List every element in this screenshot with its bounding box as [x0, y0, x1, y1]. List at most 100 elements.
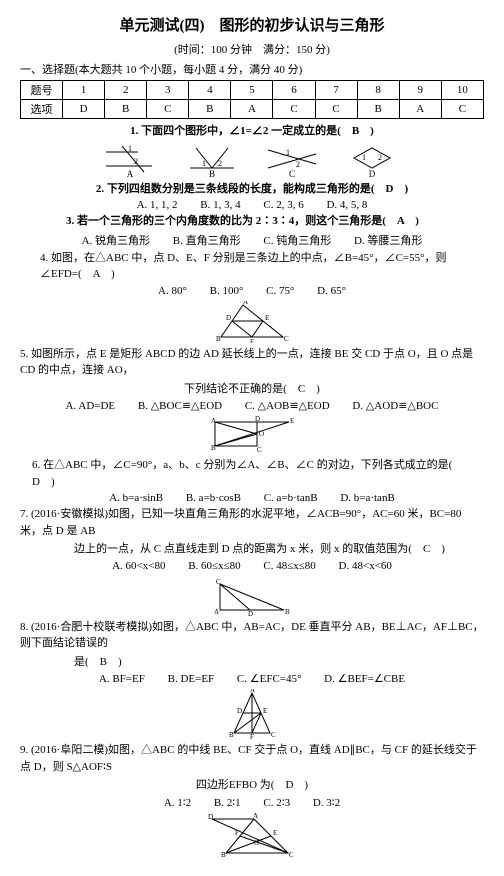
- q9-stem2: 四边形EFBO 为( D ): [20, 777, 484, 794]
- q6-choice-d: D. b=a·tanB: [340, 492, 394, 504]
- q8-choices: A. BF=EF B. DE=EF C. ∠EFC=45° D. ∠BEF=∠C…: [20, 672, 484, 685]
- q3-choice-b: B. 直角三角形: [173, 232, 241, 248]
- q4-choices: A. 80° B. 100° C. 75° D. 65°: [20, 285, 484, 297]
- answer-table-header-row: 题号 1 2 3 4 5 6 7 8 9 10: [21, 81, 484, 100]
- answer-header-cell: 8: [357, 81, 399, 100]
- q4-choice-d: D. 65°: [317, 285, 346, 297]
- q3-choices: A. 锐角三角形 B. 直角三角形 C. 钝角三角形 D. 等腰三角形: [20, 232, 484, 248]
- q4-stem: 4. 如图，在△ABC 中，点 D、E、F 分别是三条边上的中点，∠B=45°，…: [20, 250, 484, 283]
- q2-choice-b: B. 1, 3, 4: [200, 199, 240, 211]
- q2-choice-d: D. 4, 5, 8: [326, 199, 367, 211]
- q8-figure: A B C D E F: [20, 689, 484, 739]
- q8-stem: 8. (2016·合肥十校联考模拟)如图，△ABC 中，AB=AC，DE 垂直平…: [20, 619, 484, 652]
- answer-cell: B: [105, 100, 147, 119]
- svg-text:B: B: [209, 169, 215, 178]
- q8-choice-c: C. ∠EFC=45°: [237, 672, 301, 685]
- svg-text:A: A: [243, 301, 248, 306]
- svg-text:C: C: [289, 851, 294, 859]
- answer-header-cell: 1: [63, 81, 105, 100]
- answer-header-cell: 7: [315, 81, 357, 100]
- svg-text:D: D: [226, 314, 231, 322]
- svg-text:B: B: [216, 335, 221, 343]
- q5-figure: A B C D E O: [20, 416, 484, 454]
- q9-choice-d: D. 3∶2: [313, 796, 340, 809]
- svg-text:B: B: [211, 444, 216, 452]
- svg-text:B: B: [221, 851, 226, 859]
- svg-text:2: 2: [134, 157, 138, 166]
- section-1-heading: 一、选择题(本大题共 10 个小题，每小题 4 分，满分 40 分): [20, 61, 484, 77]
- page-subtitle: (时间：100 分钟 满分：150 分): [20, 41, 484, 57]
- svg-text:A: A: [253, 813, 258, 820]
- q5-choice-d: D. △AOD≌△BOC: [352, 399, 438, 412]
- q2-choices: A. 1, 1, 2 B. 1, 3, 4 C. 2, 3, 6 D. 4, 5…: [20, 199, 484, 211]
- svg-text:O: O: [254, 839, 259, 847]
- svg-text:2: 2: [218, 159, 222, 168]
- answer-header-cell: 4: [189, 81, 231, 100]
- answer-cell: B: [189, 100, 231, 119]
- answer-cell: A: [231, 100, 273, 119]
- svg-text:1: 1: [362, 153, 366, 162]
- svg-text:A: A: [211, 417, 216, 425]
- q7-choice-a: A. 60<x<80: [112, 560, 165, 572]
- svg-text:A: A: [250, 689, 255, 694]
- q3-stem: 3. 若一个三角形的三个内角度数的比为 2∶3∶4，则这个三角形是( A ): [20, 213, 484, 230]
- svg-text:C: C: [271, 731, 276, 739]
- svg-text:2: 2: [296, 160, 300, 169]
- answer-cell: A: [399, 100, 441, 119]
- q1-fig-b: 1 2 B: [184, 144, 240, 178]
- svg-text:F: F: [250, 733, 254, 739]
- answer-header-cell: 5: [231, 81, 273, 100]
- q1-fig-a: 1 2 A: [104, 144, 160, 178]
- q9-choices: A. 1∶2 B. 2∶1 C. 2∶3 D. 3∶2: [20, 796, 484, 809]
- svg-text:2: 2: [378, 153, 382, 162]
- q7-figure: C A B D: [20, 576, 484, 616]
- q6-choice-b: B. a=b·cosB: [186, 492, 241, 504]
- q8-stem2: 是( B ): [20, 654, 484, 671]
- q8-choice-b: B. DE=EF: [168, 673, 215, 685]
- svg-text:C: C: [216, 578, 221, 586]
- answer-table-data-row: 选项 D B C B A C C B A C: [21, 100, 484, 119]
- q8-choice-a: A. BF=EF: [99, 673, 145, 685]
- q1-figures: 1 2 A 1 2 B 1 2 C: [20, 144, 484, 178]
- q4-figure: A B C D E F: [20, 301, 484, 343]
- q1-stem: 1. 下面四个图形中，∠1=∠2 一定成立的是( B ): [20, 123, 484, 140]
- answer-cell: C: [273, 100, 315, 119]
- q3-choice-c: C. 钝角三角形: [263, 232, 331, 248]
- q3-choice-a: A. 锐角三角形: [82, 232, 150, 248]
- q7-choice-d: D. 48<x<60: [339, 560, 392, 572]
- page-title: 单元测试(四) 图形的初步认识与三角形: [20, 14, 484, 35]
- q6-choice-a: A. b=a·sinB: [109, 492, 163, 504]
- answer-header-cell: 题号: [21, 81, 63, 100]
- svg-text:E: E: [263, 707, 267, 715]
- answer-cell: D: [63, 100, 105, 119]
- answer-cell: C: [441, 100, 483, 119]
- svg-text:C: C: [257, 446, 262, 454]
- svg-text:A: A: [127, 169, 134, 178]
- answer-cell: B: [357, 100, 399, 119]
- q5-choice-a: A. AD=DE: [66, 400, 116, 412]
- q1-fig-c: 1 2 C: [264, 144, 320, 178]
- svg-text:C: C: [284, 335, 289, 343]
- svg-text:F: F: [235, 829, 239, 837]
- q7-choice-b: B. 60≤x≤80: [188, 560, 240, 572]
- q7-stem2: 边上的一点，从 C 点直线走到 D 点的距离为 x 米，则 x 的取值范围为( …: [20, 541, 484, 558]
- svg-text:O: O: [259, 430, 264, 438]
- answer-header-cell: 10: [441, 81, 483, 100]
- q2-choice-c: C. 2, 3, 6: [263, 199, 303, 211]
- q2-choice-a: A. 1, 1, 2: [137, 199, 178, 211]
- q7-choice-c: C. 48≤x≤80: [263, 560, 315, 572]
- svg-text:1: 1: [286, 148, 290, 157]
- q4-choice-a: A. 80°: [158, 285, 187, 297]
- q9-choice-c: C. 2∶3: [263, 796, 290, 809]
- q9-choice-b: B. 2∶1: [214, 796, 241, 809]
- q9-figure: A B C D F E O: [20, 813, 484, 859]
- q4-choice-c: C. 75°: [266, 285, 294, 297]
- answer-header-cell: 3: [147, 81, 189, 100]
- q6-choices: A. b=a·sinB B. a=b·cosB C. a=b·tanB D. b…: [20, 492, 484, 504]
- svg-text:F: F: [250, 338, 254, 343]
- svg-text:B: B: [229, 731, 234, 739]
- svg-text:E: E: [273, 829, 277, 837]
- svg-text:D: D: [248, 610, 253, 616]
- answer-header-cell: 9: [399, 81, 441, 100]
- q5-choices: A. AD=DE B. △BOC≌△EOD C. △AOB≌△EOD D. △A…: [20, 399, 484, 412]
